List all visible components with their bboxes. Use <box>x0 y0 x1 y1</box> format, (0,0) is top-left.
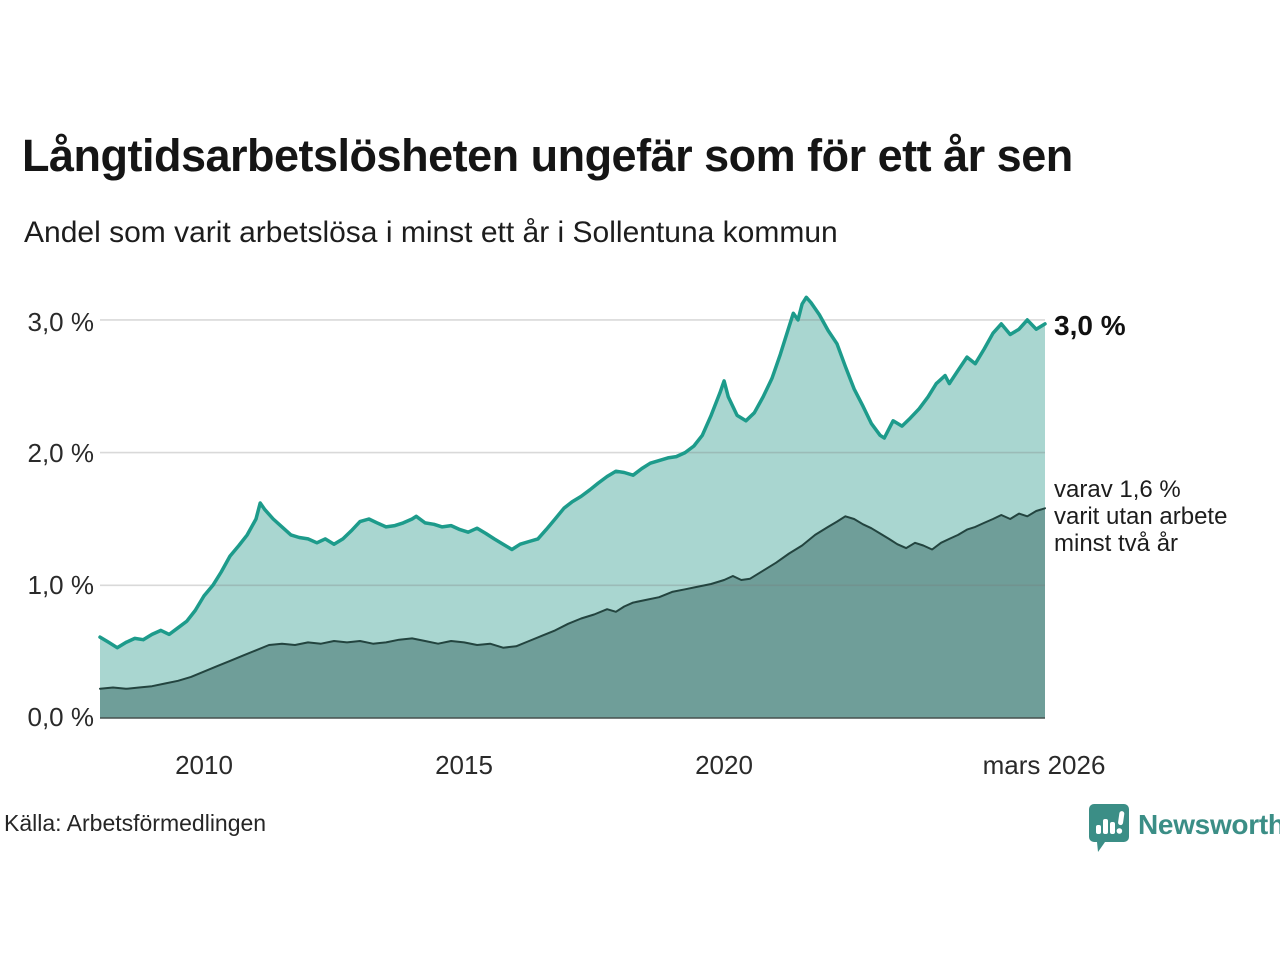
y-tick-1: 1,0 % <box>27 570 95 600</box>
x-tick-mars-2026: mars 2026 <box>982 750 1106 780</box>
series-line-0 <box>98 295 1047 650</box>
x-tick-2010: 2010 <box>175 750 233 780</box>
y-tick-0: 0,0 % <box>27 702 95 732</box>
series-area-1 <box>100 508 1045 718</box>
annotation-two-year-end-value: varav 1,6 % varit utan arbete minst två … <box>1054 476 1227 557</box>
newsworthy-logo: Newsworthy <box>1088 803 1280 855</box>
y-tick-3: 3,0 % <box>27 307 95 337</box>
x-tick-2015: 2015 <box>435 750 493 780</box>
y-tick-2: 2,0 % <box>27 438 95 468</box>
annotation-line-3: minst två år <box>1054 530 1179 557</box>
source-note: Källa: Arbetsförmedlingen <box>4 810 267 836</box>
series-line-1 <box>99 507 1046 690</box>
annotation-total-end-value: 3,0 % <box>1054 310 1126 341</box>
annotation-line-2: varit utan arbete <box>1054 503 1228 530</box>
bar-chart-speech-bubble-icon <box>1089 804 1129 852</box>
page-title: Långtidsarbetslösheten ungefär som för e… <box>22 130 1073 181</box>
annotation-line-1: varav 1,6 % <box>1054 476 1181 503</box>
newsworthy-wordmark: Newsworthy <box>1138 809 1280 840</box>
chart-subtitle: Andel som varit arbetslösa i minst ett å… <box>24 216 838 249</box>
x-tick-2020: 2020 <box>695 750 753 780</box>
